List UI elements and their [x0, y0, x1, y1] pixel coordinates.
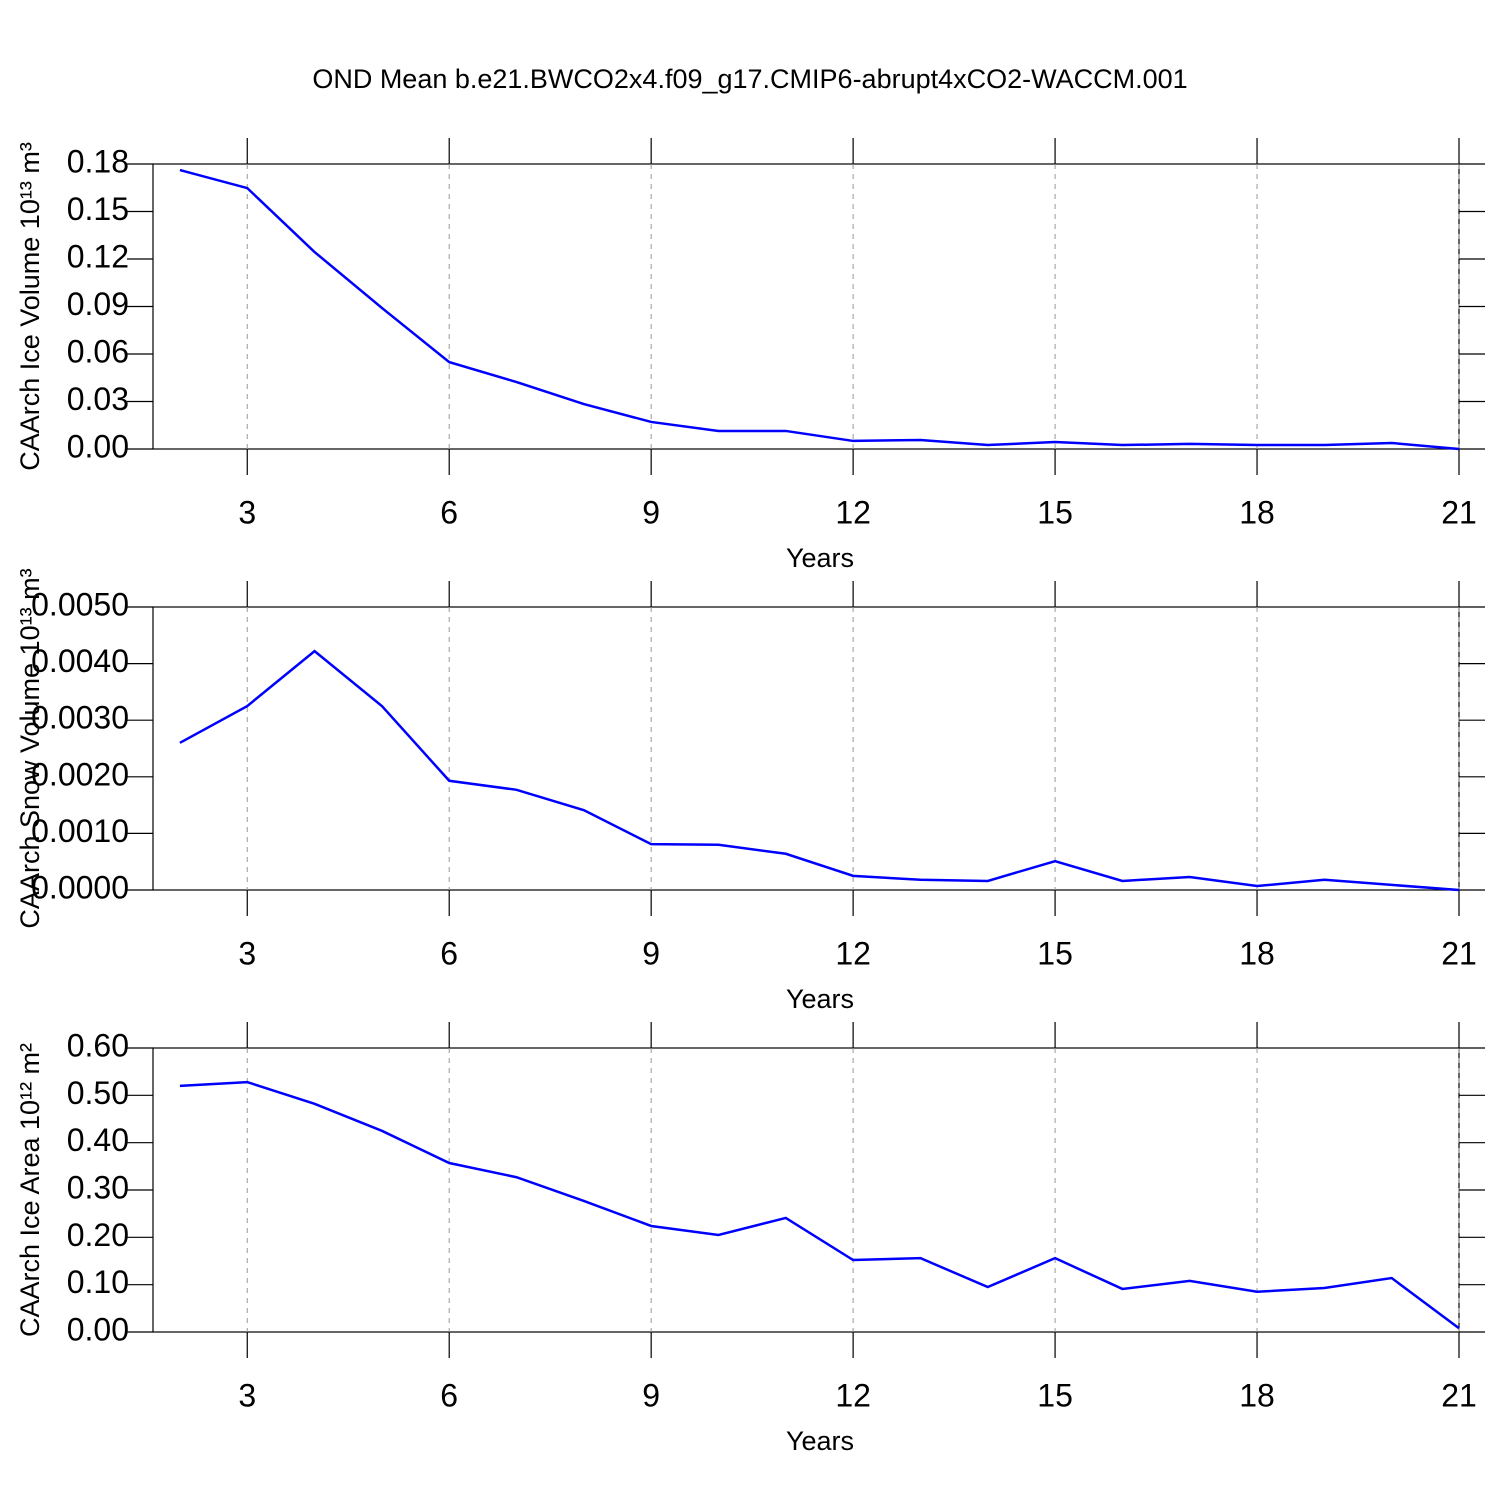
y-tick-label: 0.06 [67, 333, 129, 369]
y-tick-label: 0.00 [67, 1311, 129, 1347]
y-axis-label: CAArch Ice Volume 10¹³ m³ [15, 142, 45, 471]
x-tick-label: 15 [1037, 494, 1073, 530]
x-tick-label: 21 [1441, 1377, 1477, 1413]
x-tick-label: 21 [1441, 935, 1477, 971]
x-axis-label: Years [786, 543, 854, 573]
y-tick-label: 0.0030 [31, 700, 129, 736]
plot-frame [152, 1047, 1460, 1333]
x-tick-label: 18 [1239, 1377, 1275, 1413]
y-tick-label: 0.09 [67, 286, 129, 322]
figure-title: OND Mean b.e21.BWCO2x4.f09_g17.CMIP6-abr… [312, 64, 1187, 94]
x-tick-label: 12 [835, 494, 871, 530]
y-tick-label: 0.10 [67, 1264, 129, 1300]
data-line [179, 168, 1460, 451]
data-line [179, 649, 1460, 892]
x-tick-label: 3 [238, 494, 256, 530]
y-axis-label: CAArch Snow Volume 10¹³ m³ [15, 568, 45, 928]
y-tick-label: 0.30 [67, 1169, 129, 1205]
x-tick-label: 12 [835, 935, 871, 971]
y-tick-label: 0.12 [67, 238, 129, 274]
y-tick-label: 0.50 [67, 1075, 129, 1111]
plot-frame [152, 163, 1460, 450]
x-tick-label: 3 [238, 935, 256, 971]
x-tick-label: 6 [440, 1377, 458, 1413]
y-tick-label: 0.0000 [31, 869, 129, 905]
x-tick-label: 15 [1037, 1377, 1073, 1413]
y-tick-label: 0.0010 [31, 813, 129, 849]
x-tick-label: 9 [642, 935, 660, 971]
y-tick-label: 0.20 [67, 1217, 129, 1253]
y-tick-label: 0.40 [67, 1122, 129, 1158]
x-tick-label: 21 [1441, 494, 1477, 530]
y-tick-label: 0.03 [67, 381, 129, 417]
x-tick-label: 3 [238, 1377, 256, 1413]
y-tick-label: 0.15 [67, 191, 129, 227]
y-axis-label: CAArch Ice Area 10¹² m² [15, 1043, 45, 1337]
data-line [179, 1080, 1460, 1330]
y-tick-label: 0.60 [67, 1027, 129, 1063]
y-tick-label: 0.0050 [31, 586, 129, 622]
plot-frame [152, 606, 1460, 891]
x-tick-label: 15 [1037, 935, 1073, 971]
x-tick-label: 6 [440, 494, 458, 530]
y-tick-label: 0.0040 [31, 643, 129, 679]
x-tick-label: 6 [440, 935, 458, 971]
x-tick-label: 18 [1239, 935, 1275, 971]
y-tick-label: 0.0020 [31, 756, 129, 792]
x-tick-label: 12 [835, 1377, 871, 1413]
x-tick-label: 9 [642, 1377, 660, 1413]
x-axis-label: Years [786, 984, 854, 1014]
x-axis-label: Years [786, 1426, 854, 1456]
y-tick-label: 0.18 [67, 143, 129, 179]
y-tick-label: 0.00 [67, 428, 129, 464]
x-tick-label: 9 [642, 494, 660, 530]
x-tick-label: 18 [1239, 494, 1275, 530]
